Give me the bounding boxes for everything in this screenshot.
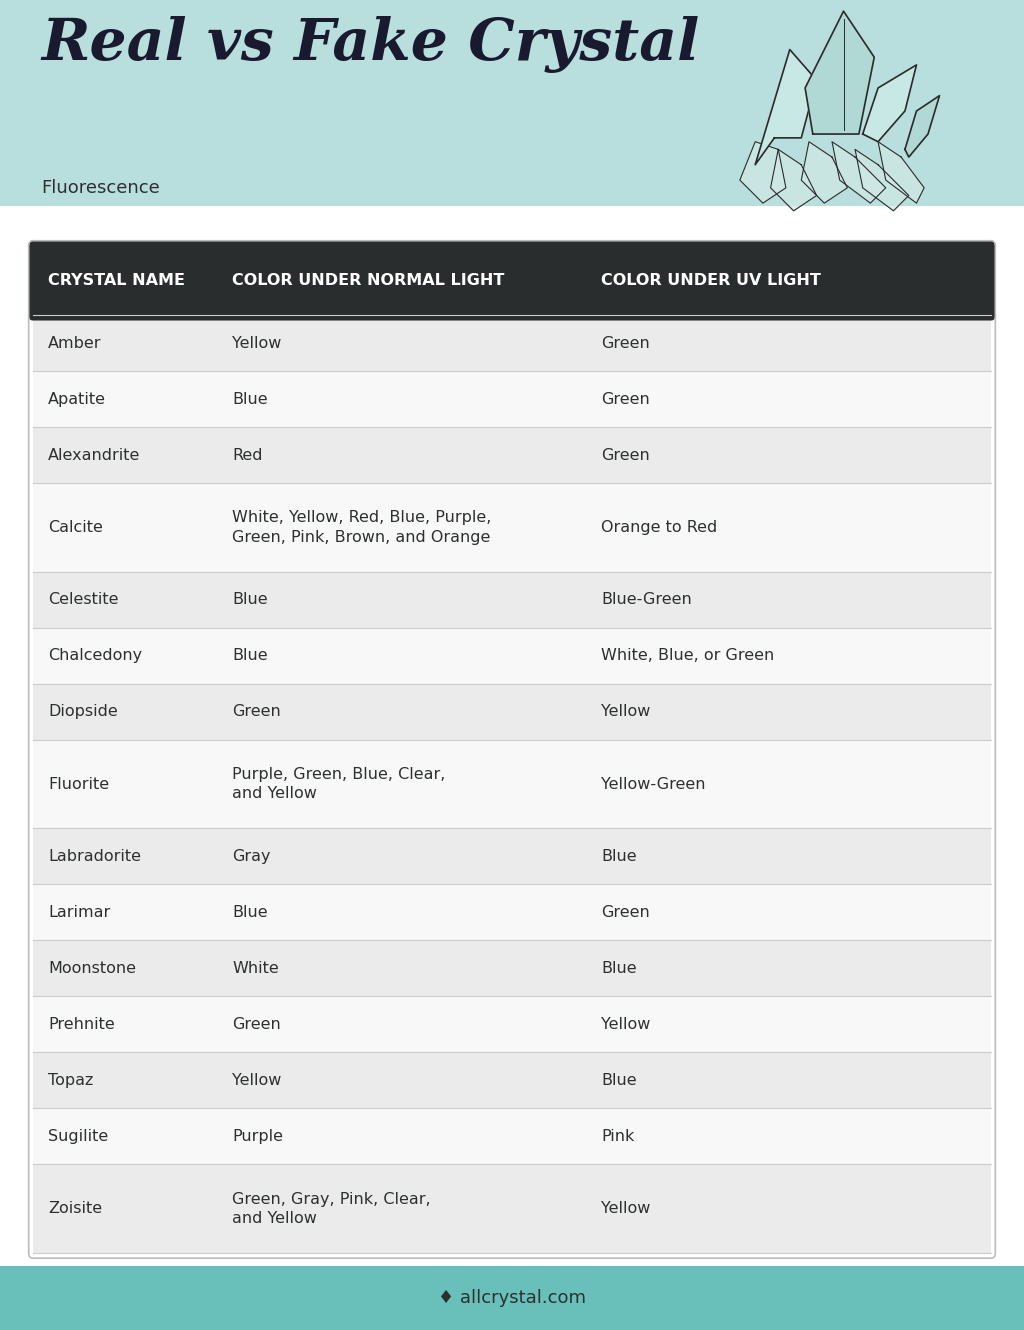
- Text: Alexandrite: Alexandrite: [48, 448, 140, 463]
- Text: Purple, Green, Blue, Clear,
and Yellow: Purple, Green, Blue, Clear, and Yellow: [232, 767, 445, 801]
- Text: CRYSTAL NAME: CRYSTAL NAME: [48, 273, 185, 289]
- Text: Yellow: Yellow: [601, 1017, 650, 1032]
- Text: Pink: Pink: [601, 1129, 635, 1144]
- Bar: [33, 572, 991, 628]
- Bar: [33, 1052, 991, 1108]
- Bar: [0, 0, 1024, 226]
- Text: Blue: Blue: [232, 592, 268, 608]
- Text: Moonstone: Moonstone: [48, 960, 136, 976]
- Polygon shape: [878, 142, 924, 203]
- Polygon shape: [739, 142, 786, 203]
- Bar: [33, 427, 991, 483]
- Text: Fluorite: Fluorite: [48, 777, 110, 791]
- Text: Green, Gray, Pink, Clear,
and Yellow: Green, Gray, Pink, Clear, and Yellow: [232, 1192, 431, 1226]
- Text: Prehnite: Prehnite: [48, 1017, 115, 1032]
- Polygon shape: [855, 149, 909, 211]
- Text: Chalcedony: Chalcedony: [48, 648, 142, 664]
- Text: Larimar: Larimar: [48, 904, 111, 920]
- Text: Blue: Blue: [601, 1073, 637, 1088]
- Bar: [33, 684, 991, 739]
- Polygon shape: [862, 65, 916, 142]
- Text: Sugilite: Sugilite: [48, 1129, 109, 1144]
- Bar: [33, 884, 991, 940]
- Bar: [33, 1165, 991, 1253]
- Text: Green: Green: [601, 904, 650, 920]
- Text: Diopside: Diopside: [48, 705, 118, 720]
- Bar: [0, 206, 1024, 226]
- Text: Yellow: Yellow: [232, 1073, 282, 1088]
- Text: Yellow: Yellow: [232, 335, 282, 351]
- Bar: [33, 1108, 991, 1165]
- Text: Blue: Blue: [601, 849, 637, 863]
- Polygon shape: [755, 49, 817, 165]
- Text: Green: Green: [232, 705, 282, 720]
- Bar: [33, 996, 991, 1052]
- Bar: [33, 940, 991, 996]
- Text: Purple: Purple: [232, 1129, 284, 1144]
- Bar: [33, 739, 991, 829]
- Text: Real vs Fake Crystal: Real vs Fake Crystal: [41, 16, 699, 73]
- Bar: [33, 829, 991, 884]
- Text: White: White: [232, 960, 280, 976]
- Text: Yellow: Yellow: [601, 1201, 650, 1216]
- Text: White, Yellow, Red, Blue, Purple,
Green, Pink, Brown, and Orange: White, Yellow, Red, Blue, Purple, Green,…: [232, 511, 492, 544]
- Text: White, Blue, or Green: White, Blue, or Green: [601, 648, 774, 664]
- Text: Green: Green: [601, 335, 650, 351]
- Polygon shape: [831, 142, 886, 203]
- Text: Labradorite: Labradorite: [48, 849, 141, 863]
- Text: Green: Green: [601, 392, 650, 407]
- Text: Blue: Blue: [232, 904, 268, 920]
- Polygon shape: [805, 11, 874, 134]
- Text: Green: Green: [601, 448, 650, 463]
- Text: Gray: Gray: [232, 849, 271, 863]
- Text: Zoisite: Zoisite: [48, 1201, 102, 1216]
- Text: Orange to Red: Orange to Red: [601, 520, 718, 535]
- Text: Apatite: Apatite: [48, 392, 106, 407]
- Text: Yellow: Yellow: [601, 705, 650, 720]
- Text: Red: Red: [232, 448, 263, 463]
- Text: Fluorescence: Fluorescence: [41, 178, 160, 197]
- Text: Green: Green: [232, 1017, 282, 1032]
- Bar: [33, 315, 991, 371]
- Text: Celestite: Celestite: [48, 592, 119, 608]
- Text: COLOR UNDER NORMAL LIGHT: COLOR UNDER NORMAL LIGHT: [232, 273, 505, 289]
- Polygon shape: [801, 142, 847, 203]
- Text: COLOR UNDER UV LIGHT: COLOR UNDER UV LIGHT: [601, 273, 821, 289]
- Text: ♦ allcrystal.com: ♦ allcrystal.com: [438, 1289, 586, 1307]
- Text: Topaz: Topaz: [48, 1073, 93, 1088]
- Text: Amber: Amber: [48, 335, 101, 351]
- Text: Blue: Blue: [601, 960, 637, 976]
- Text: Blue-Green: Blue-Green: [601, 592, 692, 608]
- Text: Calcite: Calcite: [48, 520, 103, 535]
- Text: Blue: Blue: [232, 648, 268, 664]
- Bar: [33, 371, 991, 427]
- Text: Yellow-Green: Yellow-Green: [601, 777, 706, 791]
- Text: Blue: Blue: [232, 392, 268, 407]
- FancyBboxPatch shape: [29, 241, 995, 321]
- Bar: [0, 1266, 1024, 1330]
- Bar: [33, 628, 991, 684]
- Polygon shape: [770, 149, 817, 211]
- Bar: [33, 483, 991, 572]
- Polygon shape: [905, 96, 940, 157]
